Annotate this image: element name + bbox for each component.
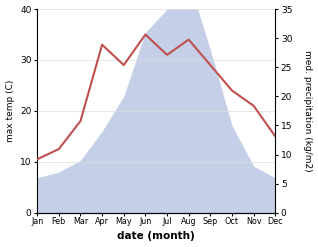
Y-axis label: max temp (C): max temp (C) — [5, 80, 15, 142]
Y-axis label: med. precipitation (kg/m2): med. precipitation (kg/m2) — [303, 50, 313, 172]
X-axis label: date (month): date (month) — [117, 231, 195, 242]
